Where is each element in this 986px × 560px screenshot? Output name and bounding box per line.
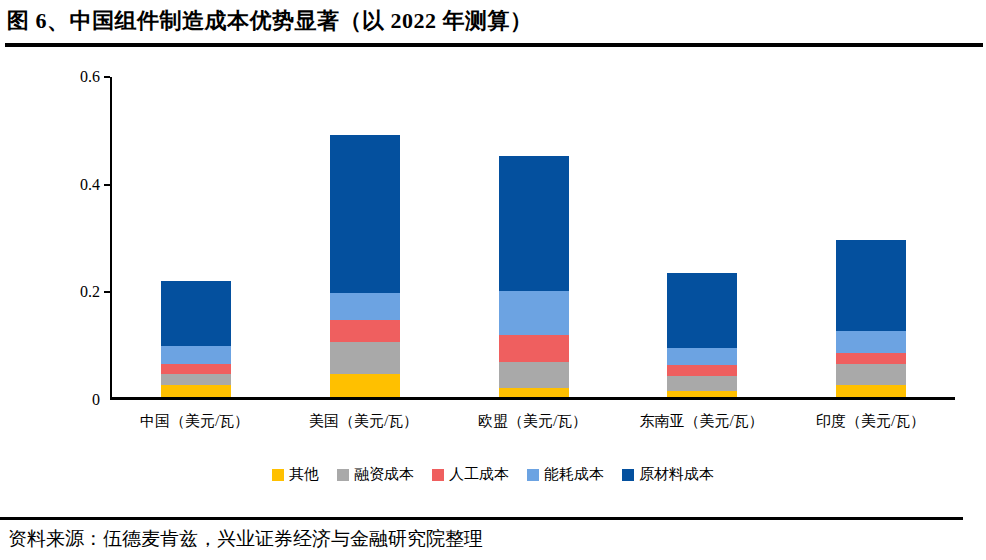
- bar-segment: [161, 374, 231, 385]
- bar-group: [667, 273, 737, 397]
- bar-segment: [330, 320, 400, 342]
- bar-segment: [667, 391, 737, 397]
- bar-segment: [667, 273, 737, 348]
- legend-item: 人工成本: [432, 465, 509, 484]
- chart-legend: 其他 融资成本 人工成本 能耗成本 原材料成本: [0, 465, 986, 484]
- bar-segment: [330, 342, 400, 375]
- bar-group: [161, 281, 231, 397]
- x-category-label: 欧盟（美元/瓦）: [438, 412, 628, 431]
- bar-segment: [499, 335, 569, 362]
- legend-label: 能耗成本: [544, 465, 604, 484]
- bar-segment: [836, 385, 906, 397]
- bar-segment: [330, 374, 400, 397]
- bar-segment: [836, 240, 906, 332]
- bar-segment: [161, 385, 231, 397]
- y-tick-mark: [104, 184, 110, 186]
- legend-swatch-icon: [272, 469, 284, 481]
- bar-segment: [330, 135, 400, 293]
- y-tick-label: 0: [38, 391, 100, 409]
- bar-segment: [499, 388, 569, 397]
- bar-segment: [667, 376, 737, 391]
- bar-segment: [667, 348, 737, 365]
- bar-segment: [667, 365, 737, 376]
- bar-segment: [330, 293, 400, 320]
- figure-title: 图 6、中国组件制造成本优势显著（以 2022 年测算）: [7, 6, 977, 36]
- bar-segment: [161, 281, 231, 346]
- report-figure: 图 6、中国组件制造成本优势显著（以 2022 年测算） 0 0.2 0.4 0.6 …: [0, 0, 986, 560]
- bar-group: [836, 240, 906, 397]
- x-category-label: 美国（美元/瓦）: [269, 412, 459, 431]
- legend-swatch-icon: [527, 469, 539, 481]
- bar-segment: [836, 331, 906, 353]
- source-divider: [0, 517, 963, 520]
- legend-label: 其他: [289, 465, 319, 484]
- legend-item: 能耗成本: [527, 465, 604, 484]
- x-category-label: 印度（美元/瓦）: [776, 412, 966, 431]
- bar-segment: [161, 346, 231, 363]
- legend-swatch-icon: [432, 469, 444, 481]
- bar-group: [330, 135, 400, 397]
- source-note: 资料来源：伍德麦肯兹，兴业证券经济与金融研究院整理: [8, 526, 483, 552]
- title-divider: [5, 43, 983, 47]
- bar-group: [499, 156, 569, 397]
- legend-item: 其他: [272, 465, 319, 484]
- bar-segment: [499, 156, 569, 291]
- legend-swatch-icon: [622, 469, 634, 481]
- legend-label: 人工成本: [449, 465, 509, 484]
- legend-item: 原材料成本: [622, 465, 714, 484]
- y-tick-mark: [104, 76, 110, 78]
- x-category-label: 东南亚（美元/瓦）: [607, 412, 797, 431]
- x-category-label: 中国（美元/瓦）: [100, 412, 290, 431]
- y-tick-mark: [104, 291, 110, 293]
- legend-swatch-icon: [337, 469, 349, 481]
- y-tick-label: 0.6: [38, 68, 100, 86]
- stacked-bar-chart: 0 0.2 0.4 0.6 中国（美元/瓦）美国（美元/瓦）欧盟（美元/瓦）东南亚（美…: [0, 55, 986, 510]
- legend-item: 融资成本: [337, 465, 414, 484]
- bar-segment: [161, 364, 231, 374]
- y-tick-label: 0.4: [38, 176, 100, 194]
- y-tick-label: 0.2: [38, 283, 100, 301]
- bar-segment: [499, 291, 569, 335]
- bar-segment: [499, 362, 569, 388]
- bar-segment: [836, 353, 906, 363]
- bar-segment: [836, 364, 906, 386]
- legend-label: 融资成本: [354, 465, 414, 484]
- plot-area: [110, 77, 955, 400]
- legend-label: 原材料成本: [639, 465, 714, 484]
